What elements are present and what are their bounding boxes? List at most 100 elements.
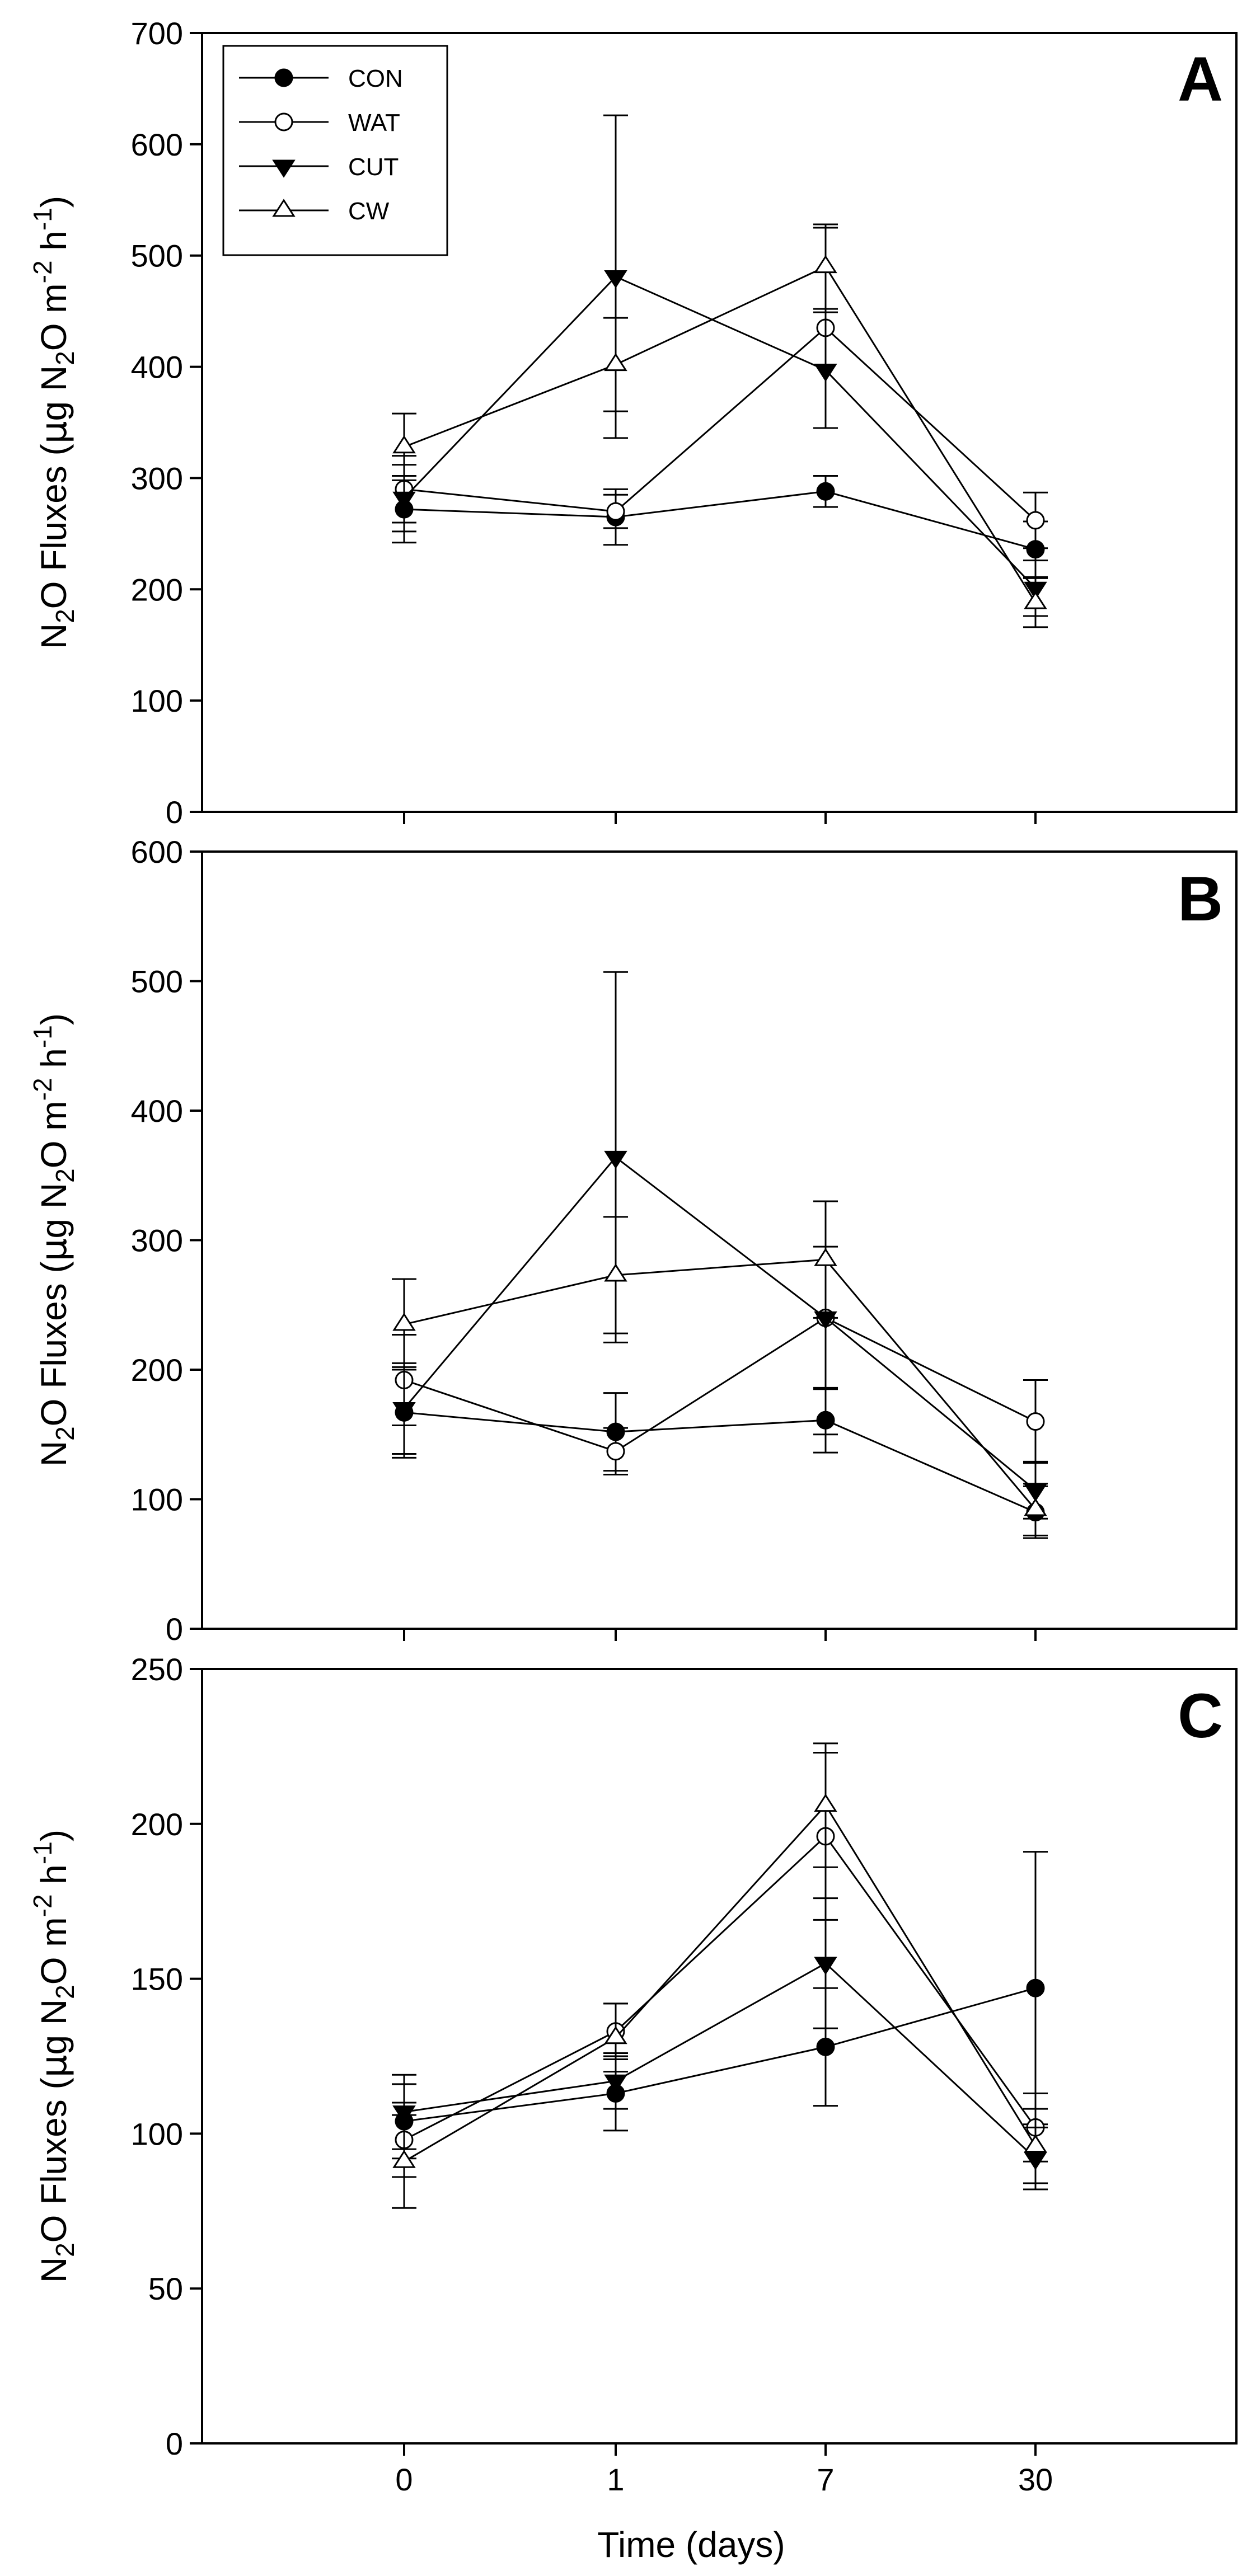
legend-entry-con: CON [239, 65, 403, 92]
series-cut [392, 1897, 1048, 2190]
data-point-cw [604, 352, 627, 372]
series-cut [392, 971, 1048, 1520]
series-cut [392, 114, 1048, 617]
y-tick-label: 200 [131, 572, 183, 607]
data-point-cw [814, 1793, 837, 1812]
data-point-cw [1024, 591, 1047, 609]
panel-letter: A [1178, 44, 1223, 114]
x-axis-title: Time (days) [597, 2525, 785, 2565]
data-point-cut [392, 491, 416, 510]
chart-panel-c: 0 50 100 150 200 250 0 1 7 30 C N2O Fluxes (μg N… [28, 1652, 1238, 2497]
series-line-cut [404, 1962, 1037, 2159]
legend-label-con: CON [348, 65, 403, 92]
series-wat [392, 227, 1048, 549]
chart-panel-b: 0 100 200 300 400 500 600 B N2O Fluxes (μg N2O… [28, 834, 1238, 1647]
legend-entry-cw: CW [239, 198, 390, 225]
data-point-cut [604, 2074, 627, 2093]
y-axis: 0 50 100 150 200 250 [131, 1652, 202, 2461]
data-point-cw [814, 1248, 837, 1266]
data-point-cw [1024, 2134, 1047, 2153]
legend-label-cut: CUT [348, 153, 399, 181]
y-axis-label: N2O Fluxes (μg N2O m-2 h-1) [28, 1830, 79, 2283]
legend-marker-cw [272, 199, 296, 217]
plot-frame [201, 32, 1238, 813]
plot-frame [201, 1668, 1238, 2445]
y-tick-label: 50 [148, 2271, 183, 2306]
x-tick-label: 30 [1018, 2462, 1053, 2497]
y-tick-label: 200 [131, 1352, 183, 1388]
x-axis [403, 1629, 1037, 1641]
y-tick-label: 100 [131, 2116, 183, 2151]
data-point-cw [604, 2026, 627, 2044]
data-point-con [816, 2037, 835, 2056]
data-point-cut [604, 270, 627, 289]
y-tick-label: 700 [131, 16, 183, 51]
y-tick-label: 100 [131, 1482, 183, 1517]
y-tick-label: 200 [131, 1807, 183, 1842]
series-line-cut [403, 1156, 1036, 1491]
series-line-con [404, 1987, 1036, 2122]
y-axis: 0 100 200 300 400 500 600 700 [131, 16, 202, 830]
y-tick-label: 500 [131, 964, 183, 999]
legend-label-cw: CW [348, 198, 390, 225]
data-point-wat [1026, 1412, 1045, 1431]
series-wat [392, 1200, 1048, 1476]
series-line-wat [404, 326, 1037, 521]
series-line-con [404, 1411, 1036, 1513]
plot-frame [201, 850, 1238, 1630]
data-point-con [1026, 1978, 1045, 1997]
y-tick-label: 600 [131, 834, 183, 869]
legend: CON WAT CUT CW [222, 45, 448, 256]
y-tick-label: 400 [131, 1093, 183, 1129]
data-point-con [816, 482, 835, 501]
x-tick-label: 0 [395, 2462, 413, 2497]
data-point-cut [604, 1150, 627, 1169]
data-point-cut [392, 1402, 416, 1421]
data-point-wat [606, 1442, 625, 1461]
y-tick-label: 300 [131, 1223, 183, 1258]
data-point-cw [604, 1263, 627, 1282]
y-tick-label: 300 [131, 460, 183, 496]
series-cw [392, 223, 1048, 628]
data-point-cut [392, 2105, 416, 2124]
y-tick-label: 0 [166, 795, 183, 830]
series-line-con [404, 490, 1036, 551]
legend-entry-cut: CUT [239, 153, 399, 181]
data-point-cw [814, 255, 837, 274]
x-axis: 0 1 7 30 [395, 2443, 1053, 2497]
data-point-cut [814, 364, 837, 382]
legend-label-wat: WAT [348, 109, 400, 137]
legend-marker-con [274, 68, 293, 87]
y-tick-label: 250 [131, 1652, 183, 1687]
chart-panel-a: 0 100 200 300 400 500 600 700 A N2O Fluxes (μg … [28, 16, 1238, 830]
series-con [392, 474, 1048, 578]
y-tick-label: 600 [131, 127, 183, 162]
y-tick-label: 500 [131, 238, 183, 274]
series-layer [392, 1742, 1048, 2209]
legend-marker-wat [274, 112, 293, 131]
series-layer [392, 114, 1048, 628]
series-layer [392, 971, 1048, 1539]
x-axis [403, 812, 1037, 824]
series-line-cw [404, 265, 1037, 603]
series-line-wat [404, 1835, 1037, 2141]
data-point-cw [392, 1313, 416, 1331]
y-tick-label: 150 [131, 1962, 183, 1997]
series-line-cw [404, 1804, 1037, 2163]
y-tick-label: 400 [131, 350, 183, 385]
series-cw [392, 1742, 1048, 2209]
series-con [392, 1366, 1048, 1539]
series-line-wat [404, 1317, 1036, 1452]
data-point-cw [1024, 1498, 1047, 1516]
series-line-cw [404, 1258, 1037, 1510]
x-tick-label: 7 [817, 2462, 834, 2497]
series-con [392, 1851, 1048, 2160]
panel-letter: B [1178, 864, 1223, 934]
series-cw [392, 1200, 1048, 1536]
data-point-wat [606, 502, 625, 521]
data-point-cw [392, 435, 416, 454]
y-axis: 0 100 200 300 400 500 600 [131, 834, 202, 1647]
y-tick-label: 0 [166, 1611, 183, 1647]
legend-marker-cut [272, 159, 296, 178]
y-axis-label: N2O Fluxes (μg N2O m-2 h-1) [28, 196, 79, 649]
